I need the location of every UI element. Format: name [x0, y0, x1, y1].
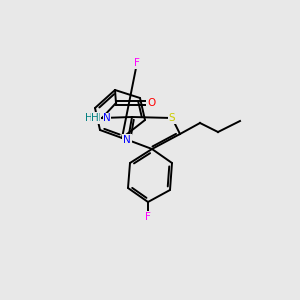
Text: N: N	[123, 135, 131, 145]
Text: S: S	[169, 113, 175, 123]
Text: F: F	[134, 58, 140, 68]
Text: HN: HN	[85, 113, 100, 123]
Text: N: N	[103, 113, 111, 123]
Text: F: F	[145, 212, 151, 222]
Text: H: H	[91, 113, 99, 123]
Text: O: O	[147, 98, 155, 108]
